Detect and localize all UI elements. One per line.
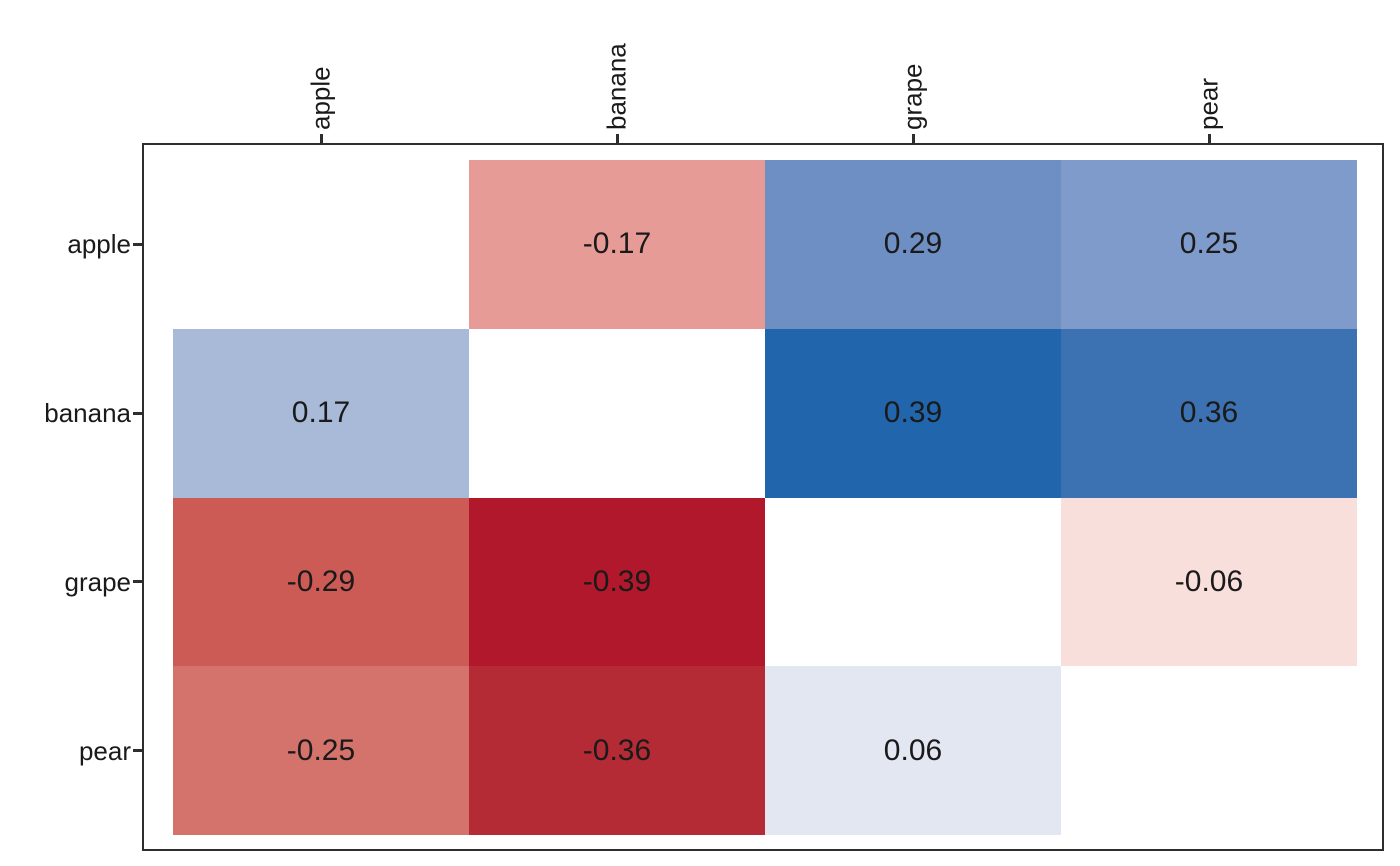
x-axis-label-apple: apple bbox=[305, 66, 336, 130]
heatmap-cell-value: -0.17 bbox=[582, 227, 652, 261]
heatmap-cell: 0.29 bbox=[765, 160, 1061, 329]
heatmap-cell-value: 0.06 bbox=[883, 733, 943, 767]
heatmap-cell-value: -0.29 bbox=[286, 564, 356, 598]
heatmap-cell-value: 0.36 bbox=[1179, 396, 1239, 430]
heatmap-cell: -0.29 bbox=[173, 497, 469, 667]
y-axis-label-banana: banana bbox=[44, 398, 131, 429]
x-axis-label-banana: banana bbox=[601, 43, 632, 130]
heatmap-cell: 0.25 bbox=[1061, 160, 1357, 329]
x-axis-tick bbox=[1207, 134, 1211, 143]
x-axis-tick bbox=[911, 134, 915, 143]
y-axis-label-pear: pear bbox=[78, 735, 131, 766]
heatmap-cell-value: 0.39 bbox=[883, 396, 943, 430]
y-axis-tick bbox=[133, 411, 142, 415]
heatmap-cell-value: -0.06 bbox=[1174, 564, 1244, 598]
heatmap-cell-empty bbox=[469, 328, 765, 498]
y-axis-tick bbox=[133, 749, 142, 753]
heatmap-grid: -0.17 0.29 0.25 0.17 0.39 0.36 -0.29 -0.39 -0.06… bbox=[173, 160, 1357, 835]
heatmap-cell: -0.36 bbox=[469, 666, 765, 835]
y-axis-tick bbox=[133, 242, 142, 246]
y-axis-tick bbox=[133, 580, 142, 584]
heatmap-cell-value: -0.36 bbox=[582, 733, 652, 767]
heatmap-cell: -0.39 bbox=[469, 497, 765, 667]
heatmap-cell: -0.06 bbox=[1061, 497, 1357, 667]
heatmap-cell: 0.06 bbox=[765, 666, 1061, 835]
y-axis-label-grape: grape bbox=[64, 566, 132, 597]
heatmap-cell-empty bbox=[173, 160, 469, 329]
heatmap-cell-value: -0.25 bbox=[286, 733, 356, 767]
x-axis-label-pear: pear bbox=[1193, 77, 1224, 130]
y-axis-label-apple: apple bbox=[67, 229, 131, 260]
x-axis-tick bbox=[319, 134, 323, 143]
heatmap-cell-empty bbox=[765, 497, 1061, 667]
x-axis-label-grape: grape bbox=[897, 63, 928, 131]
heatmap-cell: -0.17 bbox=[469, 160, 765, 329]
heatmap-cell-empty bbox=[1061, 666, 1357, 835]
heatmap-cell: 0.39 bbox=[765, 328, 1061, 498]
heatmap-cell-value: -0.39 bbox=[582, 564, 652, 598]
heatmap-cell-value: 0.29 bbox=[883, 227, 943, 261]
heatmap-cell-value: 0.17 bbox=[291, 396, 351, 430]
heatmap-cell: 0.36 bbox=[1061, 328, 1357, 498]
heatmap-cell: 0.17 bbox=[173, 328, 469, 498]
heatmap-cell-value: 0.25 bbox=[1179, 227, 1239, 261]
heatmap-cell: -0.25 bbox=[173, 666, 469, 835]
x-axis-tick bbox=[615, 134, 619, 143]
